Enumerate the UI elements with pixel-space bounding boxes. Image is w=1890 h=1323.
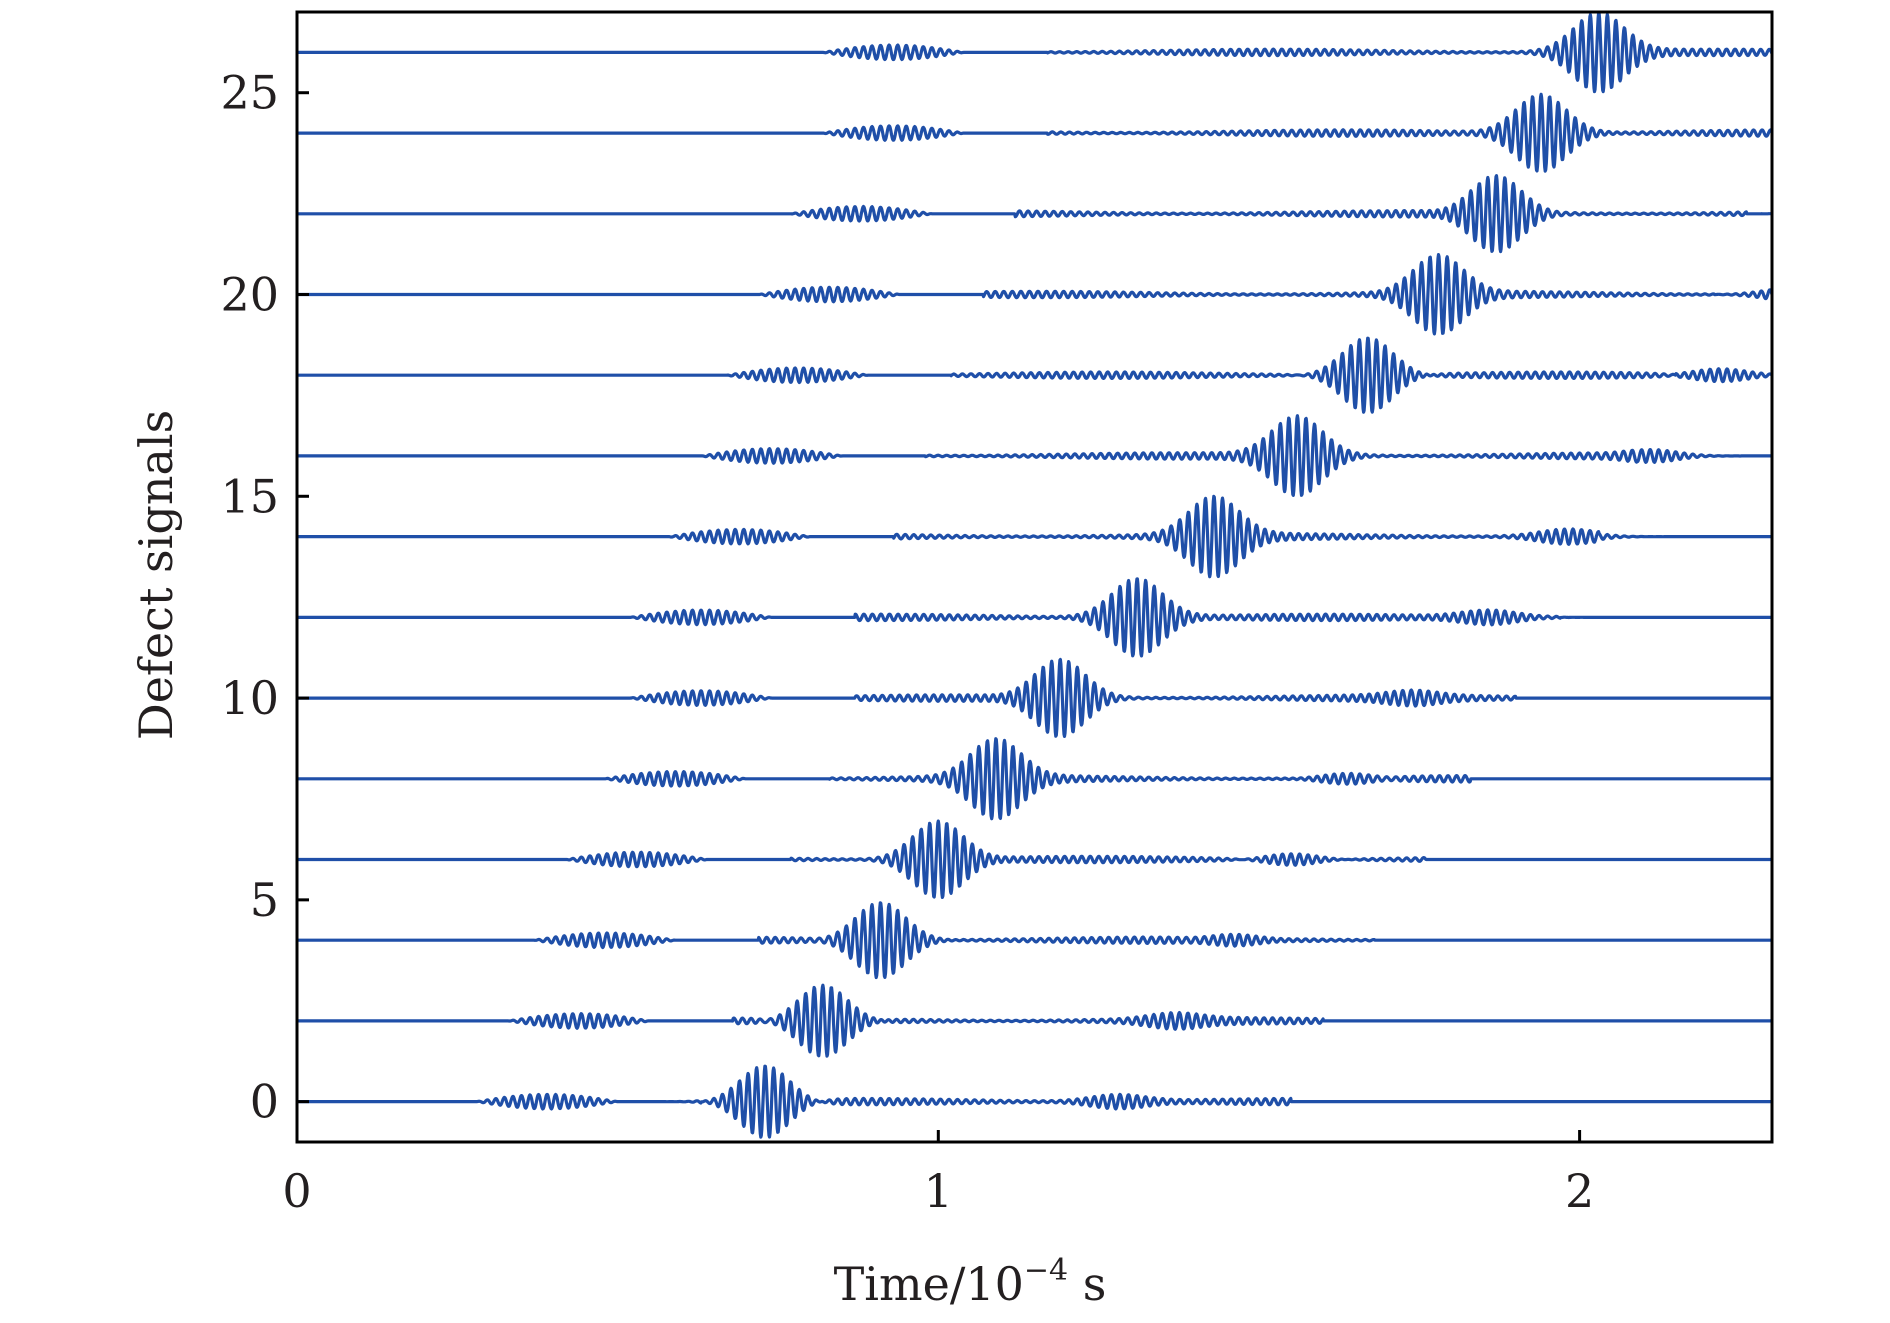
y-tick-label-0: 0 xyxy=(250,1075,279,1129)
y-tick-label-5: 5 xyxy=(250,873,279,927)
x-tick-label-1: 1 xyxy=(924,1164,953,1218)
y-tick-label-25: 25 xyxy=(220,66,279,120)
y-tick-label-10: 10 xyxy=(220,671,279,725)
signal-trace-22 xyxy=(295,174,1774,254)
x-tick-label-0: 0 xyxy=(282,1164,311,1218)
signal-trace-16 xyxy=(295,414,1774,497)
signal-trace-6 xyxy=(295,819,1774,900)
plot-frame xyxy=(295,10,1774,1144)
signal-trace-10 xyxy=(295,657,1774,739)
trace-group xyxy=(295,11,1774,1139)
y-tick-label-20: 20 xyxy=(220,268,279,322)
signal-trace-2 xyxy=(295,983,1774,1058)
x-tick-label-2: 2 xyxy=(1565,1164,1594,1218)
signal-trace-26 xyxy=(295,11,1774,94)
signal-trace-24 xyxy=(295,92,1774,173)
signal-trace-14 xyxy=(295,494,1774,579)
signal-trace-18 xyxy=(295,336,1774,414)
y-axis-title: Defect signals xyxy=(129,410,183,740)
y-tick-label-15: 15 xyxy=(220,469,279,523)
signal-trace-8 xyxy=(295,737,1774,821)
x-axis-title: Time/10−4 s xyxy=(834,1253,1107,1311)
signal-trace-20 xyxy=(295,253,1774,336)
signal-trace-12 xyxy=(295,577,1774,658)
signal-trace-4 xyxy=(295,901,1774,980)
signal-trace-0 xyxy=(295,1064,1774,1139)
